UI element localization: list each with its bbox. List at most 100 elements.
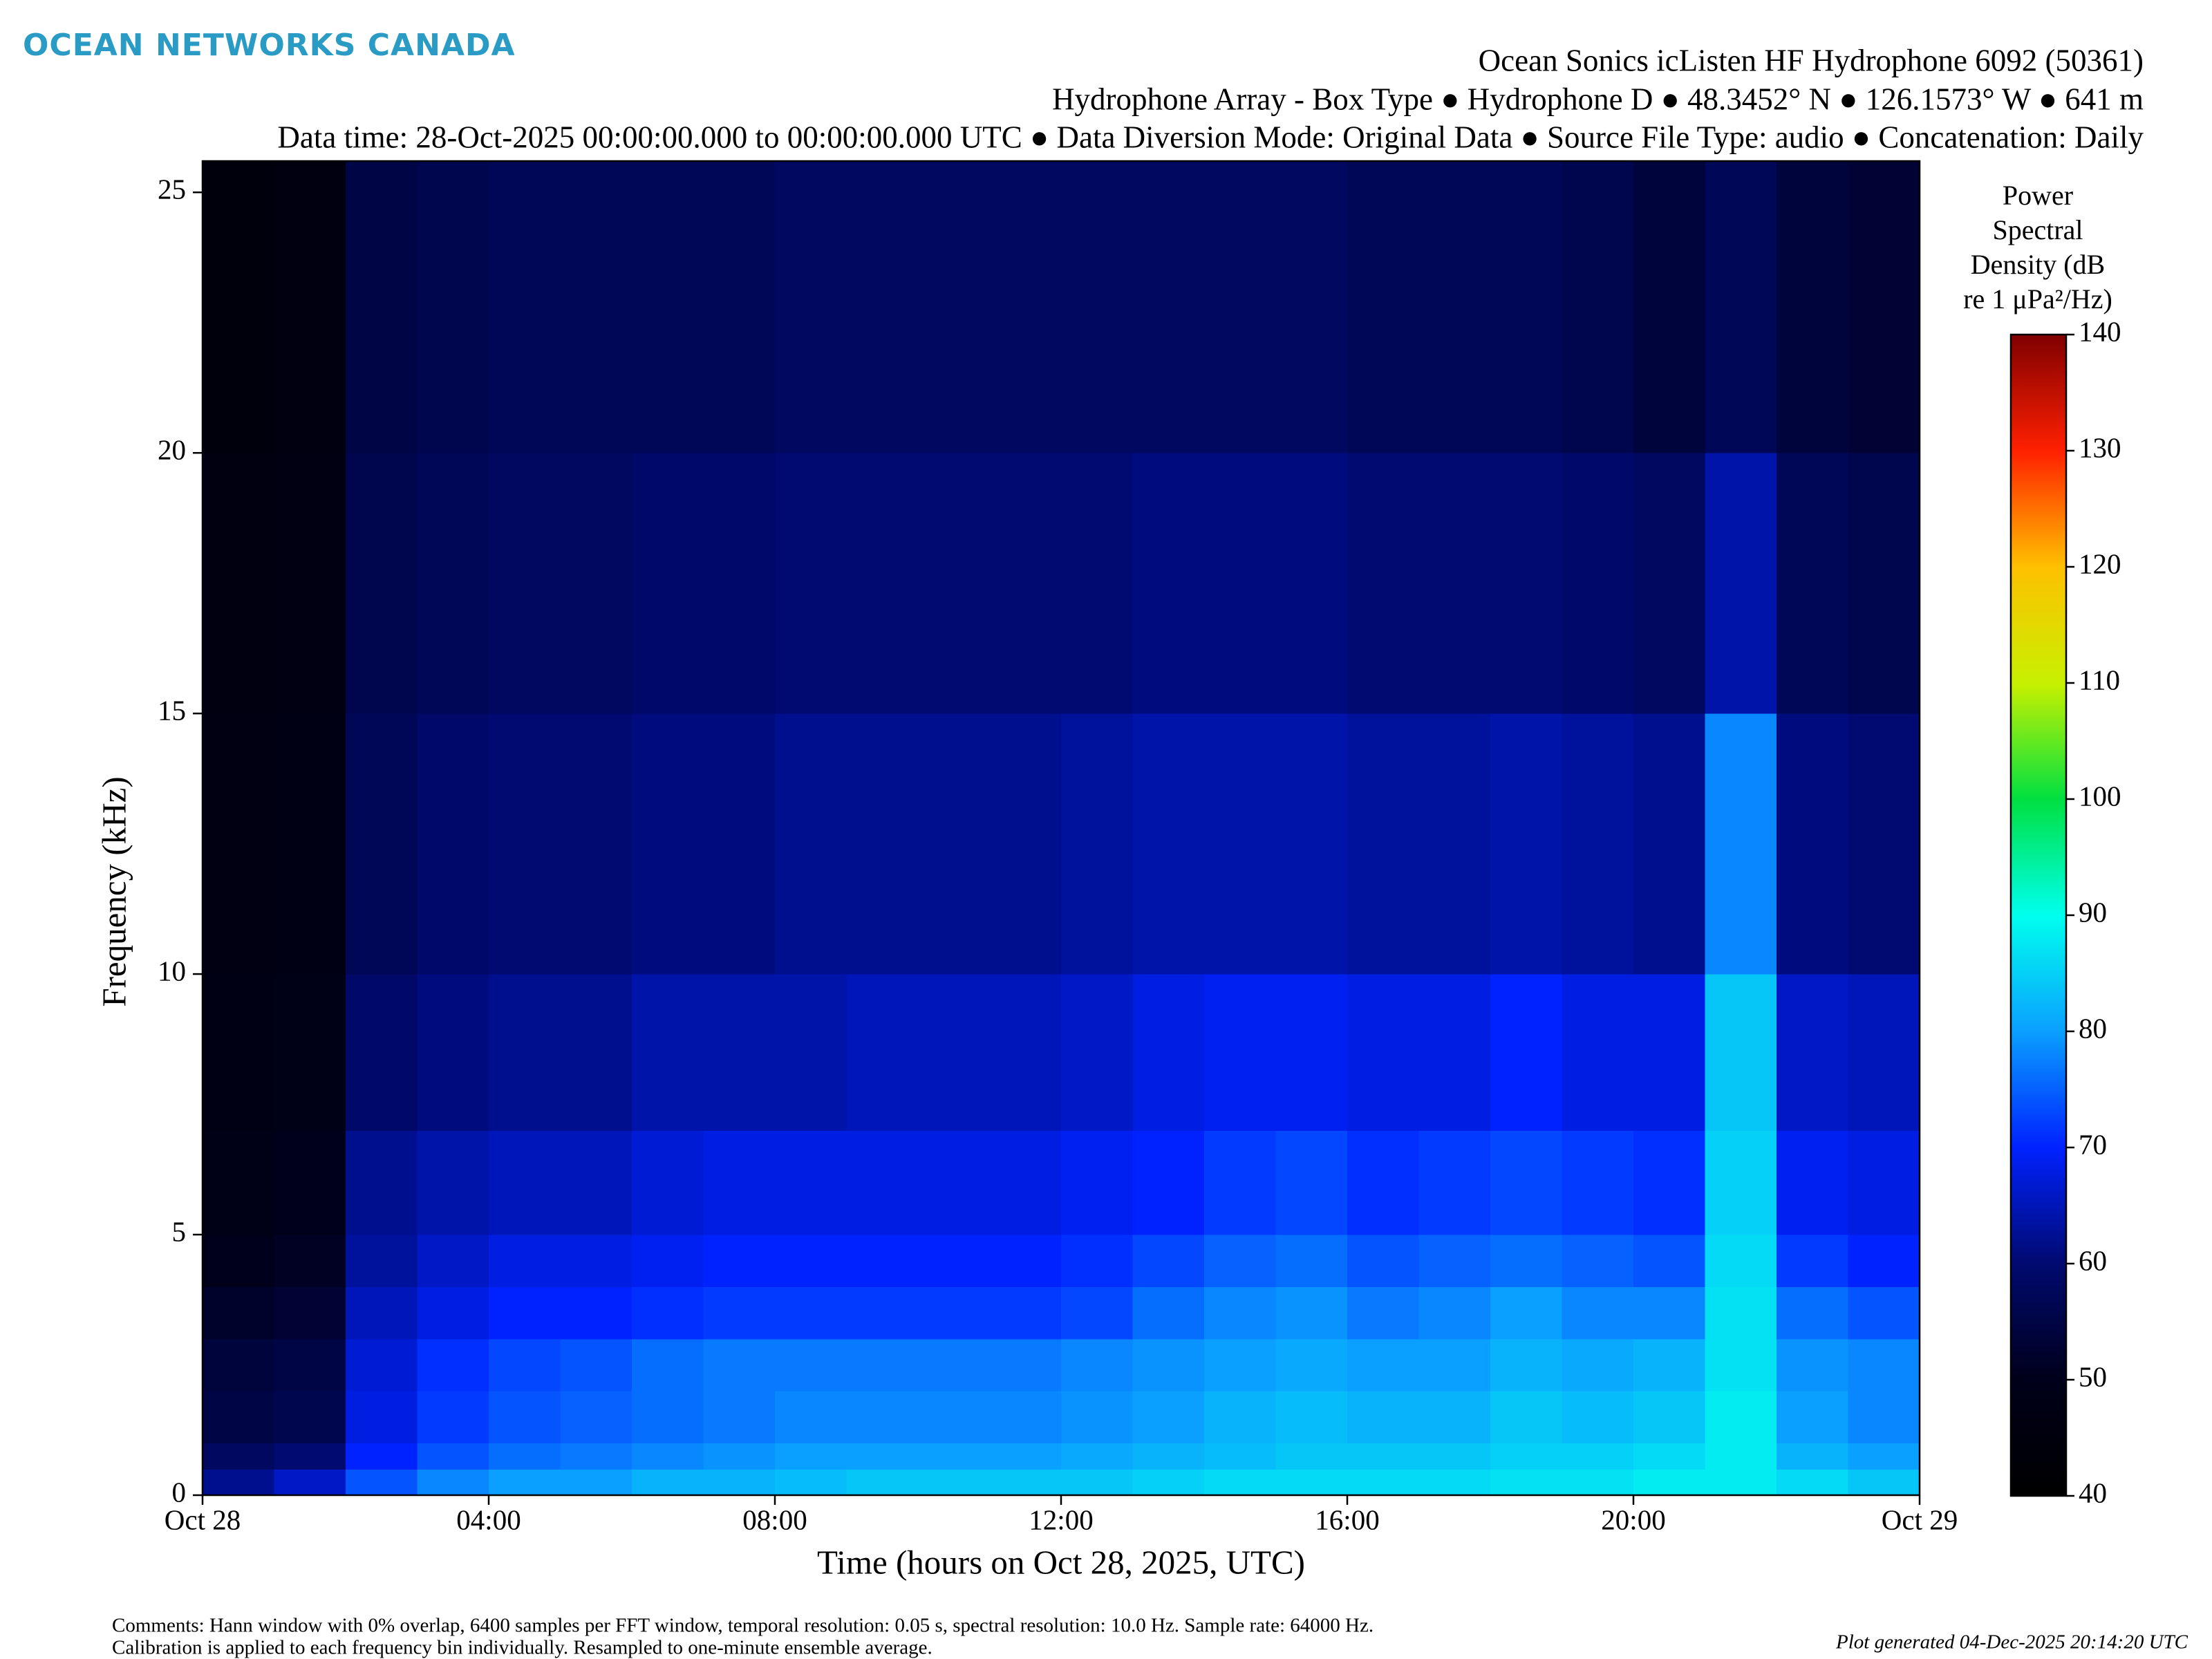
heatmap-cell: [1204, 1443, 1276, 1470]
heatmap-cell: [1275, 713, 1348, 975]
heatmap-cell: [775, 1286, 847, 1340]
heatmap-cell: [632, 161, 704, 453]
heatmap-cell: [1347, 1338, 1419, 1391]
heatmap-cell: [560, 974, 632, 1131]
heatmap-cell: [274, 1130, 346, 1235]
heatmap-cell: [703, 1469, 776, 1496]
comment: Calibration is applied to each frequency…: [112, 1637, 932, 1659]
heatmap-cell: [1777, 453, 1848, 714]
heatmap-cell: [1562, 1235, 1634, 1287]
heatmap-cell: [846, 453, 919, 714]
heatmap-cell: [1132, 1235, 1205, 1287]
heatmap-cell: [203, 1130, 274, 1235]
heatmap-cell: [417, 161, 489, 453]
heatmap-cell: [1562, 713, 1634, 975]
heatmap-cell: [1777, 1443, 1848, 1470]
heatmap-cell: [1132, 453, 1205, 714]
heatmap-cell: [489, 1469, 561, 1496]
heatmap-cell: [1562, 453, 1634, 714]
heatmap-cell: [1848, 974, 1920, 1131]
heatmap-cell: [1061, 1469, 1133, 1496]
heatmap-cell: [1633, 1443, 1705, 1470]
heatmap-cell: [632, 1286, 704, 1340]
heatmap-cell: [703, 161, 776, 453]
heatmap-cell: [1633, 1338, 1705, 1391]
heatmap-cell: [775, 1338, 847, 1391]
heatmap-cell: [1418, 453, 1491, 714]
heatmap-cell: [1490, 1130, 1562, 1235]
heatmap-cell: [1777, 713, 1848, 975]
heatmap-cell: [1418, 1443, 1491, 1470]
heatmap-cell: [346, 1443, 418, 1470]
colorbar-tick-label: 60: [2079, 1244, 2107, 1276]
heatmap-cell: [1061, 713, 1133, 975]
x-tick-label: Oct 28: [165, 1503, 241, 1535]
heatmap-cell: [560, 1338, 632, 1391]
y-tick-label: 25: [158, 174, 186, 205]
heatmap-cell: [560, 1469, 632, 1496]
heatmap-cell: [1562, 1443, 1634, 1470]
colorbar-label: Power: [2003, 180, 2073, 211]
heatmap-cell: [918, 1469, 990, 1496]
x-tick-label: Oct 29: [1882, 1503, 1958, 1535]
x-axis-label: Time (hours on Oct 28, 2025, UTC): [817, 1543, 1305, 1581]
heatmap-cell: [1418, 1469, 1491, 1496]
heatmap-cell: [918, 1338, 990, 1391]
logo: OCEAN NETWORKS CANADA: [23, 28, 516, 63]
heatmap-cell: [274, 1286, 346, 1340]
y-tick-label: 15: [158, 695, 186, 727]
heatmap-cell: [203, 1235, 274, 1287]
heatmap-cell: [1777, 1286, 1848, 1340]
heatmap-cell: [918, 1130, 990, 1235]
heatmap-cell: [1132, 1391, 1205, 1444]
heatmap-cell: [1347, 453, 1419, 714]
heatmap-cell: [1705, 1443, 1777, 1470]
heatmap-cell: [1275, 1443, 1348, 1470]
heatmap-cell: [417, 974, 489, 1131]
heatmap-cell: [1777, 1338, 1848, 1391]
heatmap-cell: [274, 974, 346, 1131]
x-tick-label: 16:00: [1315, 1503, 1379, 1535]
heatmap-cell: [1347, 1391, 1419, 1444]
heatmap-cell: [1132, 1286, 1205, 1340]
heatmap-cell: [1061, 974, 1133, 1131]
heatmap-cell: [1777, 974, 1848, 1131]
y-tick-label: 20: [158, 434, 186, 466]
heatmap-cell: [703, 1286, 776, 1340]
heatmap-cell: [1490, 713, 1562, 975]
heatmap-cell: [1633, 1235, 1705, 1287]
heatmap-cell: [1132, 161, 1205, 453]
heatmap-cell: [560, 453, 632, 714]
heatmap-cell: [346, 1391, 418, 1444]
heatmap-cell: [1490, 974, 1562, 1131]
heatmap-cell: [1848, 713, 1920, 975]
title-line: Data time: 28-Oct-2025 00:00:00.000 to 0…: [277, 120, 2144, 154]
heatmap-cell: [703, 1338, 776, 1391]
heatmap-cell: [560, 1443, 632, 1470]
heatmap-cell: [346, 713, 418, 975]
colorbar-tick-label: 40: [2079, 1477, 2107, 1508]
heatmap-cell: [775, 1130, 847, 1235]
heatmap-cell: [775, 1469, 847, 1496]
heatmap-cell: [274, 1469, 346, 1496]
heatmap-cell: [560, 1130, 632, 1235]
heatmap-cell: [846, 1391, 919, 1444]
heatmap-cell: [1562, 974, 1634, 1131]
heatmap-cell: [632, 1235, 704, 1287]
heatmap-cell: [918, 1443, 990, 1470]
heatmap-cell: [417, 1338, 489, 1391]
heatmap-cell: [1061, 1130, 1133, 1235]
heatmap-cell: [846, 1469, 919, 1496]
heatmap-cell: [1633, 1469, 1705, 1496]
heatmap-cell: [703, 974, 776, 1131]
heatmap-cell: [560, 161, 632, 453]
heatmap-cell: [274, 453, 346, 714]
title-line: Ocean Sonics icListen HF Hydrophone 6092…: [1479, 43, 2144, 77]
heatmap-cell: [1132, 974, 1205, 1131]
heatmap-cell: [1418, 1130, 1491, 1235]
heatmap-cell: [632, 1391, 704, 1444]
heatmap-cell: [1418, 713, 1491, 975]
colorbar-tick-label: 120: [2079, 547, 2121, 579]
x-tick-label: 04:00: [456, 1503, 521, 1535]
